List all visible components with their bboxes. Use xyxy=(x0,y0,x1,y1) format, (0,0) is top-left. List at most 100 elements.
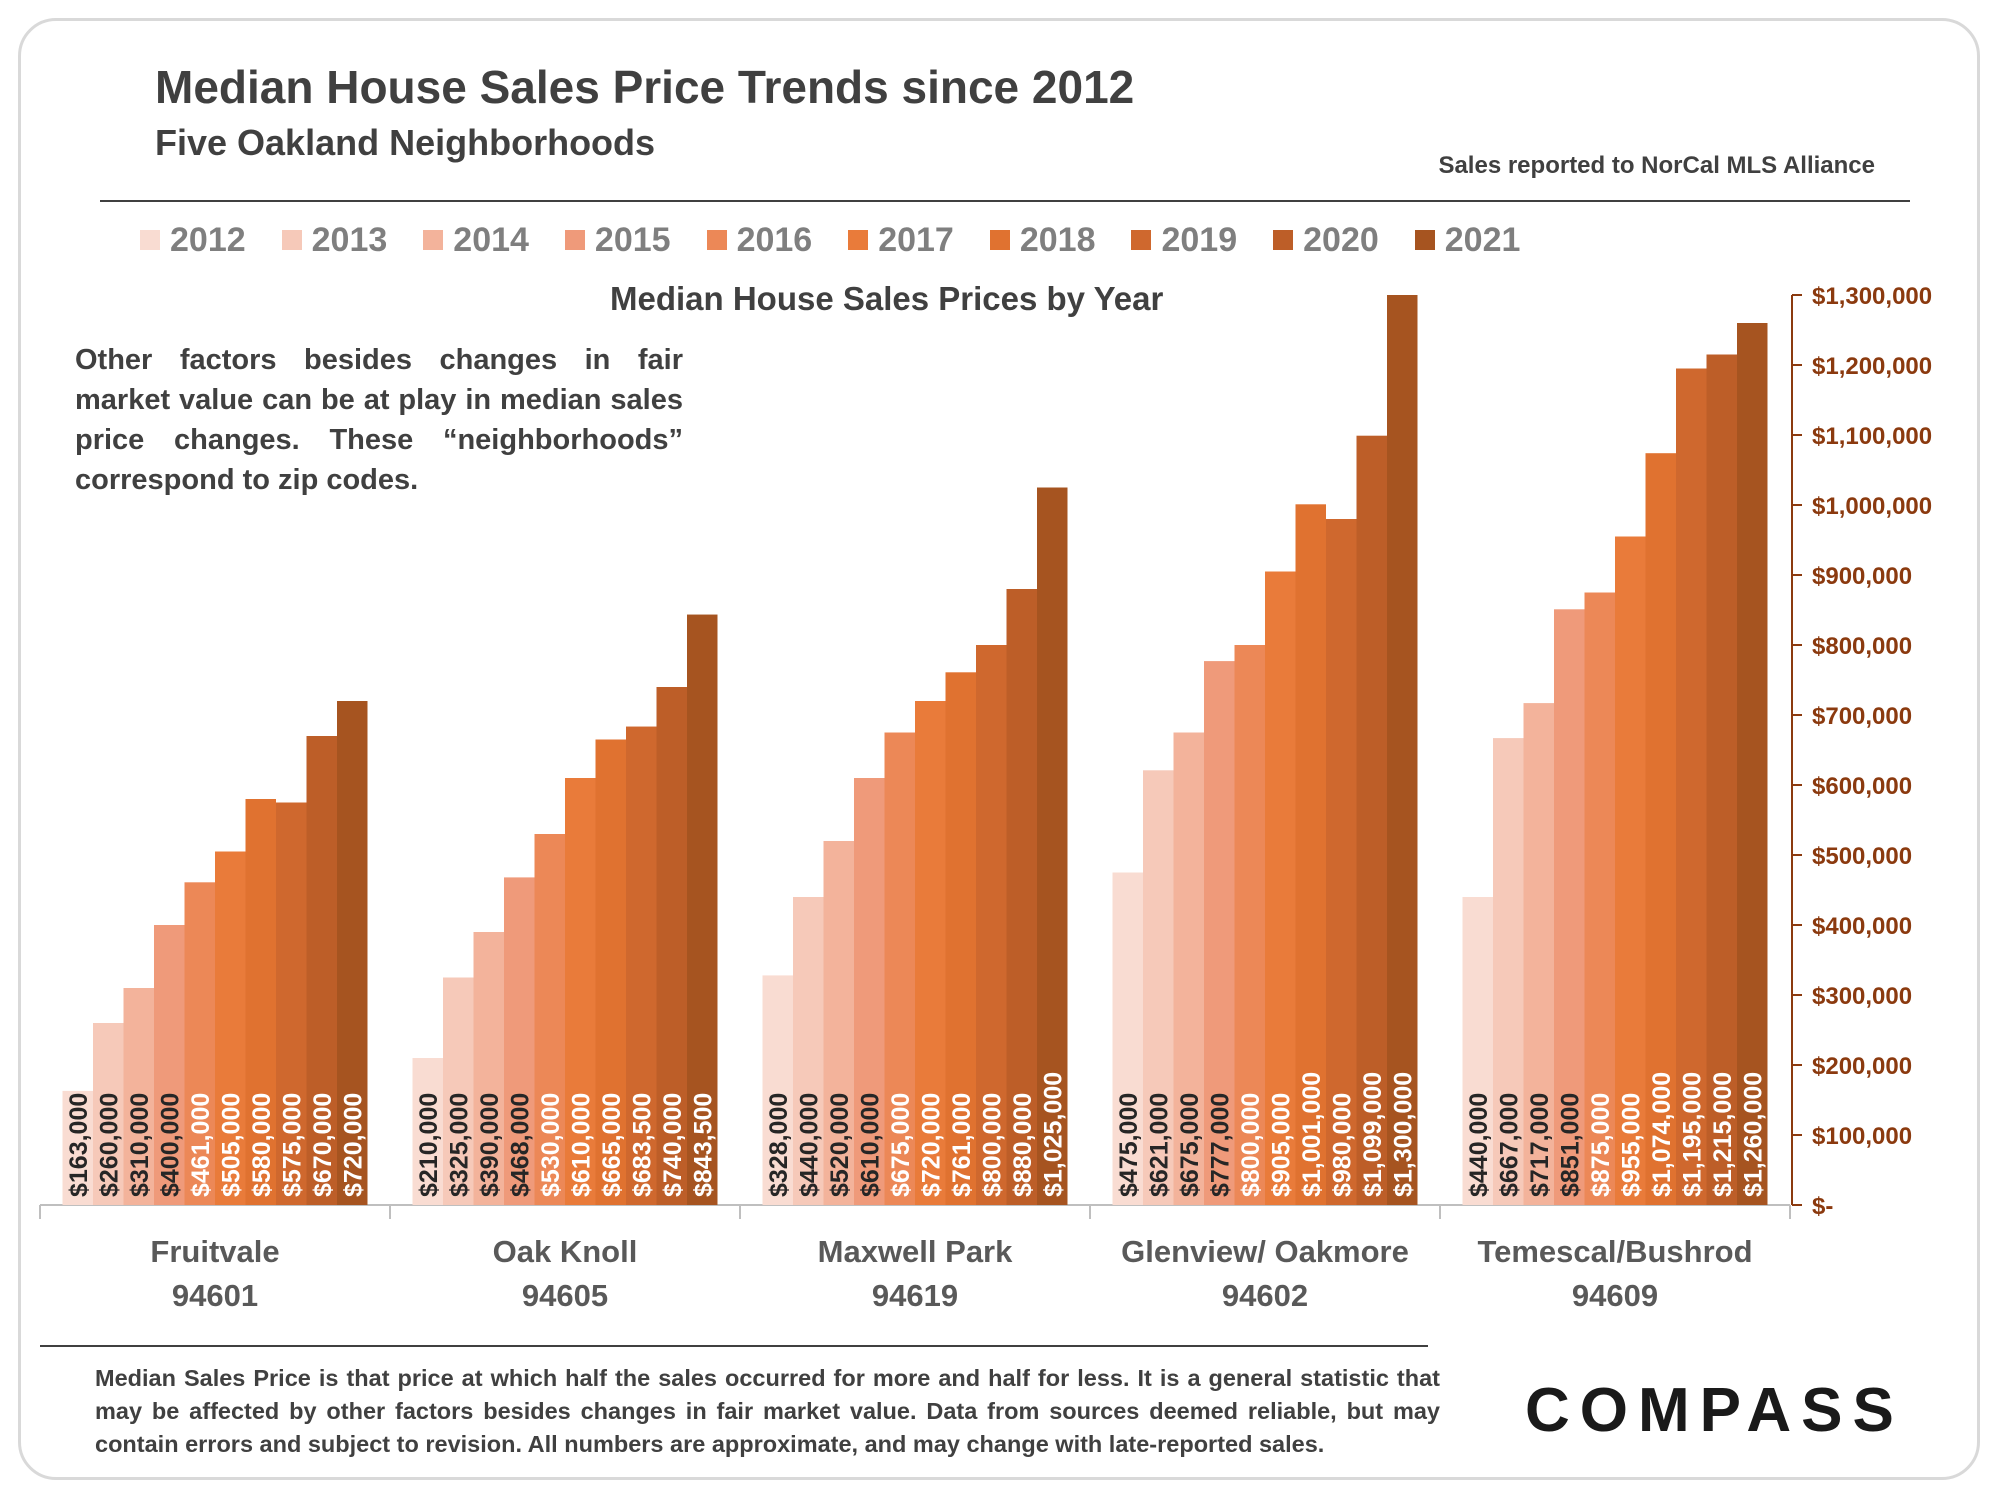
bar xyxy=(945,672,976,1205)
bar xyxy=(854,778,885,1205)
legend-swatch xyxy=(848,230,869,250)
category-label: Fruitvale xyxy=(150,1234,279,1269)
data-label: $843,500 xyxy=(689,1093,717,1197)
bar xyxy=(337,701,368,1205)
data-label: $505,000 xyxy=(217,1093,245,1197)
y-tick-label: $500,000 xyxy=(1812,843,1912,870)
y-tick-label: $600,000 xyxy=(1812,773,1912,800)
data-label: $720,000 xyxy=(917,1093,945,1197)
legend-item: 2013 xyxy=(281,220,388,260)
data-label: $390,000 xyxy=(476,1093,504,1197)
data-label: $955,000 xyxy=(1617,1093,1645,1197)
data-label: $875,000 xyxy=(1587,1093,1615,1197)
data-label: $1,025,000 xyxy=(1039,1072,1067,1197)
category-zip-label: 94601 xyxy=(172,1278,258,1313)
data-label: $210,000 xyxy=(415,1093,443,1197)
data-label: $440,000 xyxy=(1465,1093,1493,1197)
data-label: $461,000 xyxy=(187,1093,215,1197)
y-tick-label: $1,100,000 xyxy=(1812,423,1932,450)
category-zip-label: 94609 xyxy=(1572,1278,1658,1313)
page-subtitle: Five Oakland Neighborhoods xyxy=(155,122,656,163)
category-label: Oak Knoll xyxy=(493,1234,638,1269)
data-label: $851,000 xyxy=(1556,1093,1584,1197)
data-label: $440,000 xyxy=(795,1093,823,1197)
legend-label: 2016 xyxy=(736,220,813,259)
bar xyxy=(762,975,793,1205)
data-label: $400,000 xyxy=(156,1093,184,1197)
bar xyxy=(1295,504,1326,1205)
legend-label: 2013 xyxy=(311,220,388,259)
y-tick-label: $800,000 xyxy=(1812,633,1912,660)
category-label: Glenview/ Oakmore xyxy=(1121,1234,1409,1269)
category-zip-label: 94605 xyxy=(522,1278,608,1313)
legend-swatch xyxy=(1273,230,1294,250)
data-label: $740,000 xyxy=(659,1093,687,1197)
bar xyxy=(976,645,1007,1205)
y-tick-label: $400,000 xyxy=(1812,913,1912,940)
data-label: $310,000 xyxy=(126,1093,154,1197)
compass-logo: COMPASS xyxy=(1525,1376,1904,1445)
bar xyxy=(504,877,535,1205)
y-tick-label: $- xyxy=(1812,1193,1833,1220)
category-label: Temescal/Bushrod xyxy=(1477,1234,1752,1269)
bar xyxy=(565,778,596,1205)
legend-label: 2017 xyxy=(878,220,954,259)
bar xyxy=(1173,732,1204,1205)
chart-title: Median House Sales Prices by Year xyxy=(610,280,1164,317)
data-label: $260,000 xyxy=(95,1093,123,1197)
legend-label: 2020 xyxy=(1303,220,1379,259)
legend-item: 2020 xyxy=(1273,221,1379,260)
data-label: $325,000 xyxy=(445,1093,473,1197)
legend-item: 2015 xyxy=(564,221,671,260)
legend-swatch xyxy=(1131,230,1152,250)
legend-item: 2018 xyxy=(989,221,1095,260)
footer-disclaimer: Median Sales Price is that price at whic… xyxy=(95,1365,1440,1457)
bar xyxy=(1462,897,1493,1205)
chart-legend: 2012 2013 2014 2015 2016 2017 2018 2019 2020 2021 xyxy=(140,218,1556,262)
data-label: $468,000 xyxy=(506,1093,534,1197)
legend-swatch xyxy=(423,230,444,250)
data-label: $1,260,000 xyxy=(1739,1072,1767,1197)
data-label: $530,000 xyxy=(537,1093,565,1197)
bar xyxy=(473,932,504,1205)
annotation-note: Other factors besides changes in fair ma… xyxy=(75,344,683,496)
bar xyxy=(884,732,915,1205)
y-tick-label: $700,000 xyxy=(1812,703,1912,730)
data-label: $670,000 xyxy=(309,1093,337,1197)
bar xyxy=(306,736,337,1205)
bar xyxy=(626,726,657,1205)
bar xyxy=(184,882,215,1205)
y-tick-label: $1,300,000 xyxy=(1812,283,1932,310)
y-tick-label: $100,000 xyxy=(1812,1123,1912,1150)
data-label: $610,000 xyxy=(567,1093,595,1197)
legend-label: 2012 xyxy=(170,220,246,259)
data-label: $675,000 xyxy=(1176,1093,1204,1197)
bar xyxy=(915,701,946,1205)
bar xyxy=(154,925,185,1205)
data-label: $1,215,000 xyxy=(1709,1072,1737,1197)
bar xyxy=(1326,519,1357,1205)
data-label: $675,000 xyxy=(887,1093,915,1197)
bar xyxy=(1204,661,1235,1205)
bar xyxy=(245,799,276,1205)
legend-label: 2021 xyxy=(1444,220,1521,259)
footer-divider xyxy=(40,1345,1428,1347)
data-label: $475,000 xyxy=(1115,1093,1143,1197)
legend-item: 2016 xyxy=(706,220,813,260)
category-zip-label: 94602 xyxy=(1222,1278,1308,1313)
data-label: $761,000 xyxy=(948,1093,976,1197)
y-tick-label: $200,000 xyxy=(1812,1053,1912,1080)
bar xyxy=(687,614,718,1205)
data-label: $1,300,000 xyxy=(1389,1072,1417,1197)
legend-swatch xyxy=(564,230,585,250)
legend-item: 2014 xyxy=(423,221,529,260)
bar xyxy=(793,897,824,1205)
source-note: Sales reported to NorCal MLS Alliance xyxy=(1438,152,1875,179)
data-label: $575,000 xyxy=(278,1093,306,1197)
bar xyxy=(123,988,154,1205)
data-label: $800,000 xyxy=(1237,1093,1265,1197)
bar xyxy=(1265,571,1296,1205)
y-tick-label: $1,200,000 xyxy=(1812,353,1932,380)
bar xyxy=(1143,770,1174,1205)
